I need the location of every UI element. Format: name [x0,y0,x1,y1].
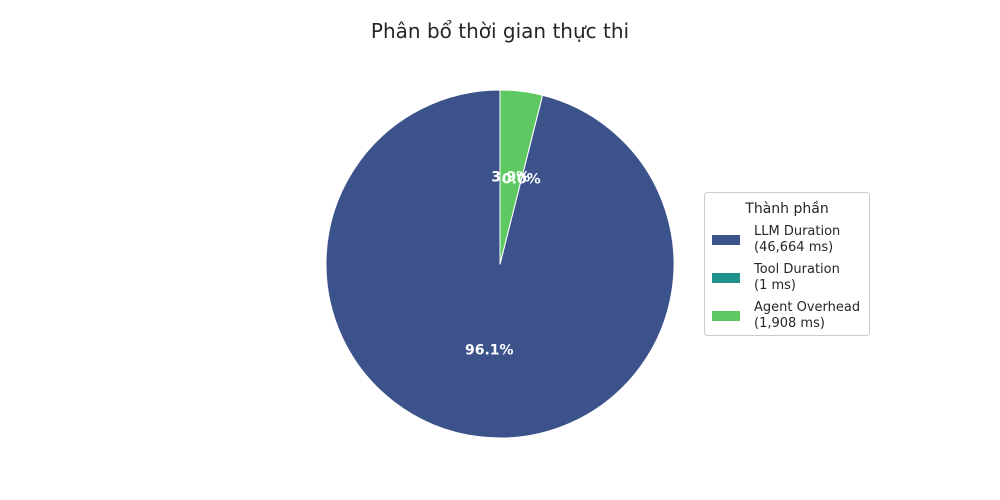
pie-percent-label: 96.1% [465,342,514,358]
legend-detail: (46,664 ms) [754,240,833,255]
legend-label: Agent Overhead [754,300,860,315]
pie-percent-labels: 96.1% 0.0%3.9% [465,170,541,359]
pie-slice-agent-overhead [499,89,544,265]
legend-swatch [712,235,740,245]
legend-swatch [712,311,740,321]
pie-percent-label: 3.9% [491,170,530,186]
legend: Thành phần LLM Duration(46,664 ms) Tool D… [704,192,870,336]
legend-box [704,192,870,336]
pie-slices [325,89,675,439]
legend-title: Thành phần [744,201,828,217]
pie-percent-label: 0.0% [502,172,541,188]
legend-detail: (1 ms) [754,278,796,293]
legend-label: LLM Duration [754,224,840,239]
chart-title: Phân bổ thời gian thực thi [371,19,629,43]
legend-label: Tool Duration [753,262,840,277]
legend-swatch [712,273,740,283]
legend-detail: (1,908 ms) [754,316,825,331]
